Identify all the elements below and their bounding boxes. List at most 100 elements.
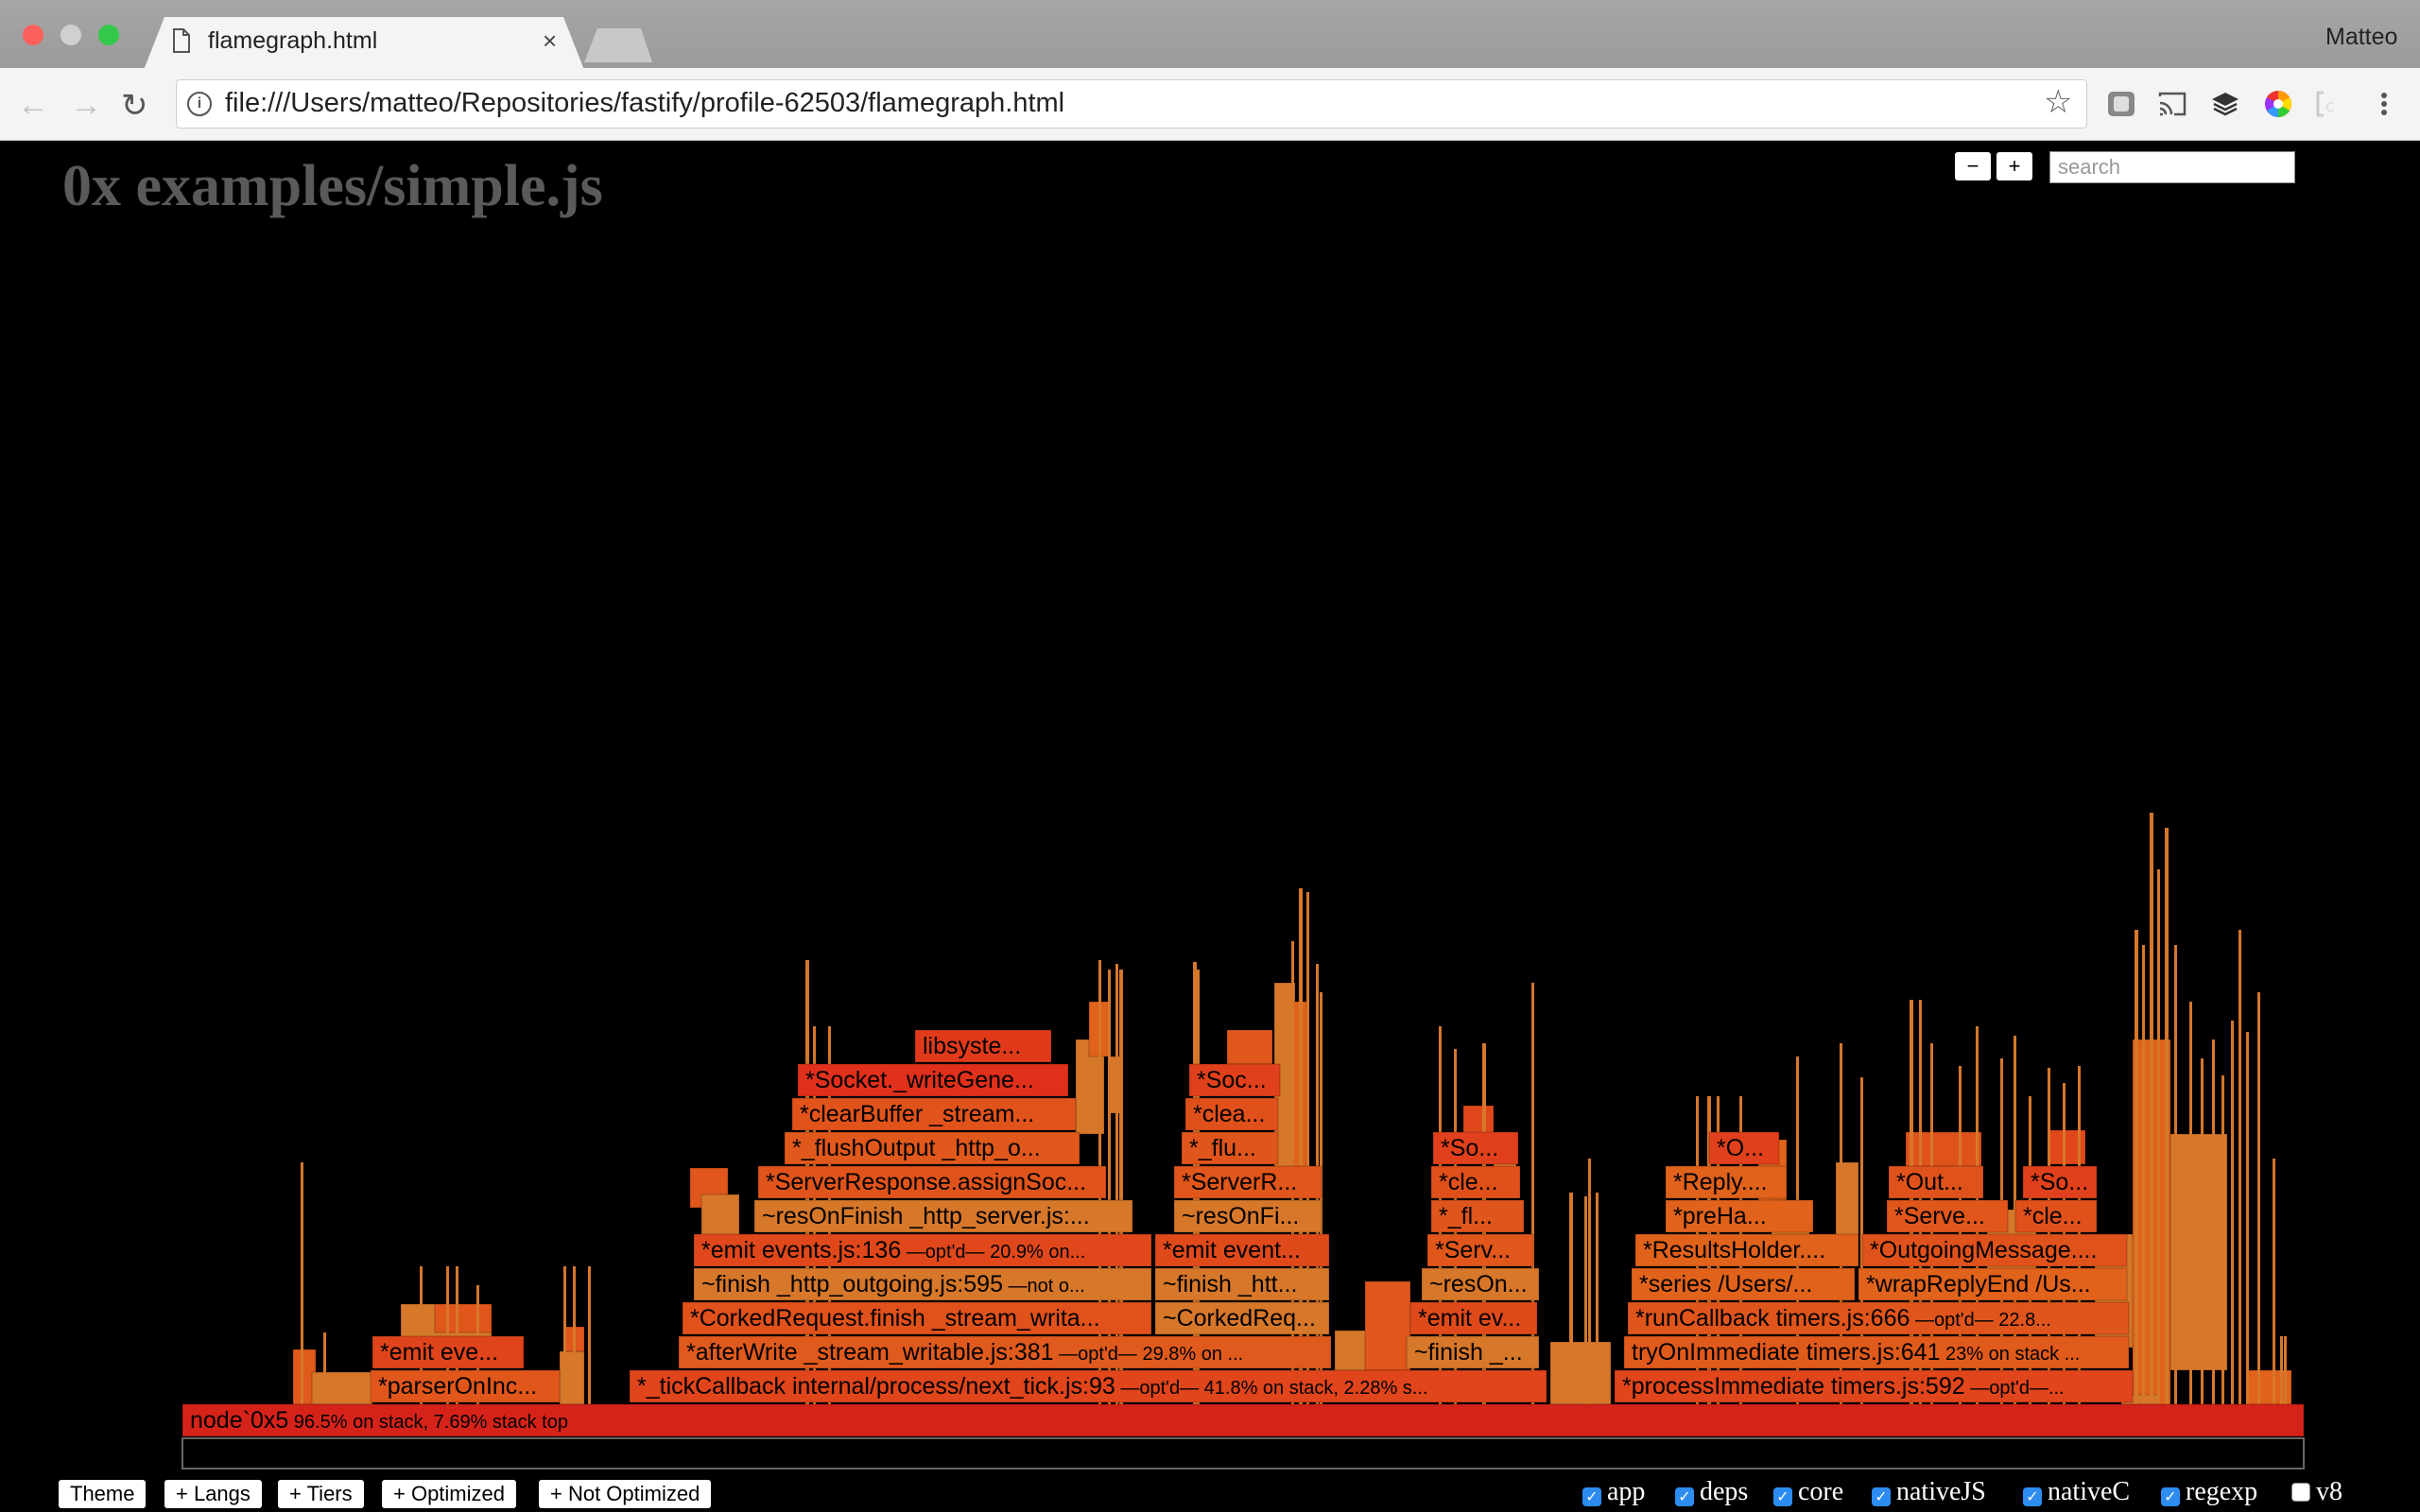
flamegraph-frame[interactable] — [1708, 1131, 1780, 1165]
bookmark-star-icon[interactable]: ☆ — [2044, 84, 2073, 120]
flamegraph-frame[interactable] — [1432, 1131, 1519, 1165]
flamegraph-frame[interactable] — [1861, 1233, 2128, 1267]
flamegraph-scrollbar[interactable] — [182, 1437, 2305, 1469]
checkbox-regexp[interactable]: ✓ — [2161, 1487, 2180, 1506]
flamegraph-frame-label: ~resOnFi... — [1182, 1203, 1299, 1229]
url-text[interactable]: file:///Users/matteo/Repositories/fastif… — [225, 88, 1065, 118]
langs-button[interactable]: + Langs — [164, 1480, 262, 1508]
flamegraph-frame[interactable] — [2022, 1165, 2098, 1199]
tab-flamegraph[interactable] — [144, 17, 584, 70]
flamegraph-frame[interactable] — [1858, 1267, 2128, 1301]
flamegraph-frames: node`0x5 96.5% on stack, 7.69% stack top… — [182, 1029, 2305, 1437]
flamegraph-frame[interactable] — [682, 1301, 1152, 1335]
checkbox-app[interactable]: ✓ — [1582, 1487, 1601, 1506]
flamegraph-frame[interactable] — [753, 1199, 1133, 1233]
flamegraph-frame[interactable] — [1181, 1131, 1279, 1165]
flamegraph-spike — [2014, 1036, 2016, 1404]
flamegraph-frame[interactable] — [1154, 1267, 1330, 1301]
zoom-in-button[interactable]: + — [1996, 152, 2032, 180]
flamegraph-frame[interactable] — [1188, 1063, 1281, 1097]
not-optimized-button[interactable]: + Not Optimized — [539, 1480, 712, 1508]
cast-icon[interactable] — [2157, 89, 2187, 119]
optimized-button[interactable]: + Optimized — [382, 1480, 516, 1508]
browser-menu-icon[interactable] — [2369, 89, 2399, 119]
flamegraph-frame[interactable] — [1614, 1369, 2134, 1403]
flamegraph-frame[interactable] — [1623, 1335, 2130, 1369]
flamegraph-spike — [2257, 992, 2260, 1404]
flamegraph-frame[interactable] — [693, 1233, 1152, 1267]
checkbox-deps[interactable]: ✓ — [1675, 1487, 1694, 1506]
flamegraph-frame-label: *Serv... — [1435, 1237, 1511, 1263]
extension-bracket-icon[interactable]: c — [2312, 89, 2342, 119]
flamegraph-frame[interactable] — [1421, 1267, 1540, 1301]
filter-regexp[interactable]: ✓ regexp — [2161, 1477, 2257, 1507]
search-input[interactable] — [2049, 151, 2295, 183]
tab-close-icon[interactable]: × — [543, 26, 558, 55]
flamegraph-frame[interactable] — [1173, 1199, 1322, 1233]
flamegraph-frame[interactable] — [784, 1131, 1080, 1165]
flamegraph-frame[interactable] — [1430, 1165, 1521, 1199]
flamegraph-frame-label: *So... — [2031, 1169, 2088, 1195]
filter-deps[interactable]: ✓ deps — [1675, 1477, 1748, 1507]
flamegraph-frame[interactable] — [1665, 1165, 1788, 1199]
flamegraph-frame[interactable] — [757, 1165, 1107, 1199]
color-wheel-icon[interactable] — [2263, 89, 2293, 119]
flamegraph-frame[interactable] — [1430, 1199, 1525, 1233]
zoom-out-button[interactable]: − — [1955, 152, 1991, 180]
address-bar[interactable] — [176, 79, 2087, 129]
flamegraph-frame[interactable] — [1886, 1199, 2009, 1233]
flamegraph-frame[interactable] — [1665, 1199, 1814, 1233]
flamegraph-spike — [1115, 964, 1118, 1404]
flamegraph-frame-label: *clea... — [1193, 1101, 1265, 1127]
flamegraph-spike — [2238, 930, 2241, 1404]
filter-nativejs[interactable]: ✓ nativeJS — [1872, 1477, 1986, 1507]
flamegraph-frame[interactable] — [629, 1369, 1547, 1403]
flamegraph-frame[interactable] — [1173, 1165, 1322, 1199]
flamegraph-frame[interactable] — [1634, 1233, 1859, 1267]
maximize-window-button[interactable] — [98, 25, 119, 45]
new-tab-button[interactable] — [584, 28, 652, 62]
flamegraph-frame[interactable] — [1409, 1301, 1538, 1335]
flamegraph-frame[interactable] — [791, 1097, 1077, 1131]
info-icon[interactable]: i — [187, 92, 212, 116]
filter-v8[interactable]: v8 — [2291, 1477, 2342, 1507]
theme-button[interactable]: Theme — [59, 1480, 147, 1508]
reload-icon[interactable]: ↻ — [121, 88, 148, 124]
checkbox-nativejs[interactable]: ✓ — [1872, 1487, 1891, 1506]
flamegraph-frame[interactable] — [914, 1029, 1052, 1063]
flamegraph-frame[interactable] — [1631, 1267, 1856, 1301]
layers-icon[interactable] — [2210, 89, 2240, 119]
flamegraph-frame[interactable] — [1154, 1233, 1330, 1267]
filter-core[interactable]: ✓ core — [1773, 1477, 1843, 1507]
back-icon[interactable]: ← — [17, 87, 49, 123]
flamegraph-frame[interactable] — [693, 1267, 1152, 1301]
close-window-button[interactable] — [23, 25, 43, 45]
flamegraph-spike — [1108, 970, 1111, 1404]
flamegraph-frame[interactable] — [182, 1403, 2305, 1437]
flamegraph-frame[interactable] — [678, 1335, 1332, 1369]
flamegraph-spike — [2231, 1021, 2234, 1404]
flamegraph-spike — [2221, 1075, 2224, 1404]
flamegraph-frame[interactable] — [372, 1335, 525, 1369]
checkbox-nativec[interactable]: ✓ — [2023, 1487, 2042, 1506]
flamegraph-frame[interactable] — [1888, 1165, 1984, 1199]
profile-name[interactable]: Matteo — [2325, 24, 2398, 50]
flamegraph-frame[interactable] — [1154, 1301, 1330, 1335]
checkbox-core[interactable]: ✓ — [1773, 1487, 1792, 1506]
forward-icon[interactable]: → — [70, 87, 102, 123]
flamegraph-frame[interactable] — [2014, 1199, 2098, 1233]
checkbox-v8[interactable] — [2291, 1483, 2310, 1502]
flamegraph-frame[interactable] — [1406, 1335, 1540, 1369]
minimize-window-button[interactable] — [60, 25, 81, 45]
tiers-button[interactable]: + Tiers — [278, 1480, 364, 1508]
filter-nativec[interactable]: ✓ nativeC — [2023, 1477, 2130, 1507]
flamegraph-frame[interactable] — [370, 1369, 561, 1403]
flamegraph-frame[interactable] — [797, 1063, 1069, 1097]
flamegraph-frame[interactable] — [1184, 1097, 1279, 1131]
flamegraph-frame[interactable] — [1426, 1233, 1534, 1267]
filter-app[interactable]: ✓ app — [1582, 1477, 1645, 1507]
flamegraph-frame[interactable] — [1627, 1301, 2130, 1335]
flamegraph-spike — [2189, 1002, 2192, 1404]
extension-shield-icon[interactable] — [2106, 89, 2136, 119]
